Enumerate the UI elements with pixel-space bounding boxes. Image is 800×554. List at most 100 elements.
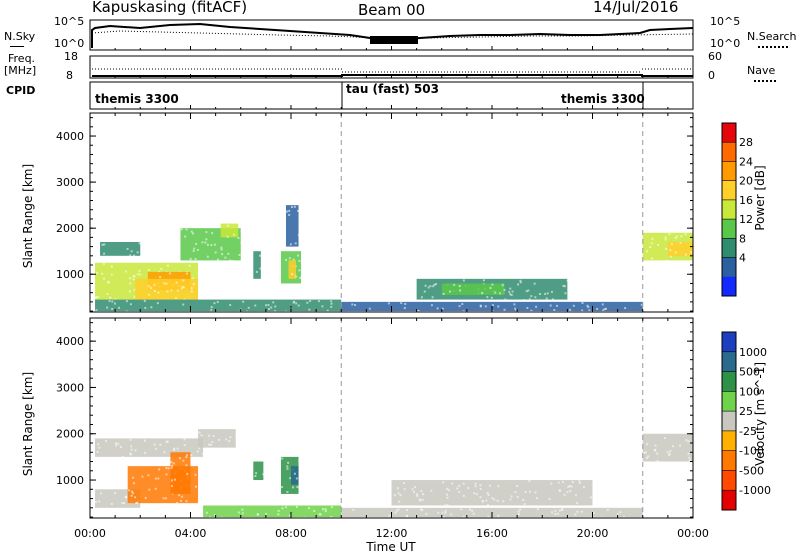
velocity-speckle (517, 513, 520, 516)
velocity-speckle (281, 507, 284, 510)
velocity-speckle (643, 451, 646, 454)
power-speckle (649, 245, 652, 248)
power-speckle (165, 282, 168, 285)
beam-label: Beam 00 (358, 1, 426, 19)
velocity-speckle (557, 481, 560, 484)
power-speckle (128, 290, 131, 293)
power-speckle (227, 252, 230, 255)
velocity-speckle (295, 505, 298, 508)
power-speckle (351, 303, 354, 306)
velocity-colorbar-tick-label: -500 (739, 464, 764, 477)
power-speckle (640, 303, 643, 306)
velocity-speckle (197, 501, 200, 504)
velocity-colorbar-tick-label: 500 (739, 366, 760, 379)
power-speckle (240, 241, 243, 244)
power-speckle (387, 302, 390, 305)
power-speckle (258, 254, 261, 257)
velocity-speckle (394, 511, 397, 514)
velocity-speckle (668, 454, 671, 457)
velocity-speckle (406, 509, 409, 512)
power-speckle (427, 286, 430, 289)
velocity-speckle (148, 488, 151, 491)
velocity-patch (203, 505, 342, 518)
power-speckle (674, 237, 677, 240)
velocity-patch (170, 452, 191, 494)
power-speckle (238, 253, 241, 256)
velocity-speckle (481, 500, 484, 503)
power-colorbar-segment (722, 123, 736, 143)
power-speckle (210, 306, 213, 309)
power-speckle (242, 300, 245, 303)
velocity-speckle (583, 486, 586, 489)
power-speckle (490, 296, 493, 299)
power-speckle (602, 309, 605, 312)
nsearch-tick-top: 10^5 (710, 15, 741, 28)
velocity-colorbar-segment (722, 351, 736, 373)
power-colorbar-segment (722, 142, 736, 162)
power-speckle (549, 304, 552, 307)
velocity-speckle (229, 436, 232, 439)
velocity-speckle (563, 493, 566, 496)
x-tick-label: 12:00 (376, 527, 408, 540)
x-tick-label: 08:00 (275, 527, 307, 540)
velocity-speckle (324, 510, 327, 513)
velocity-speckle (487, 503, 490, 506)
power-colorbar-tick-label: 28 (739, 136, 753, 149)
velocity-speckle (447, 489, 450, 492)
velocity-speckle (446, 496, 449, 499)
velocity-speckle (420, 508, 423, 511)
velocity-speckle (411, 488, 414, 491)
power-speckle (214, 251, 217, 254)
velocity-speckle (277, 509, 280, 512)
velocity-speckle (462, 494, 465, 497)
velocity-speckle (281, 486, 284, 489)
power-speckle (193, 247, 196, 250)
power-speckle (237, 237, 240, 240)
power-speckle (306, 301, 309, 304)
velocity-speckle (538, 505, 541, 508)
power-colorbar-frame (721, 122, 737, 297)
power-y-tick-label: 3000 (56, 176, 84, 189)
velocity-speckle (471, 509, 474, 512)
power-speckle (651, 237, 654, 240)
velocity-speckle (445, 493, 448, 496)
velocity-speckle (479, 496, 482, 499)
power-speckle (675, 235, 678, 238)
power-speckle (106, 292, 109, 295)
power-speckle (657, 243, 660, 246)
velocity-speckle (570, 485, 573, 488)
power-speckle (664, 238, 667, 241)
power-speckle (581, 301, 584, 304)
power-speckle (297, 304, 300, 307)
velocity-patch (291, 466, 299, 485)
date-label: 14/Jul/2016 (593, 0, 679, 16)
power-speckle (133, 254, 136, 257)
velocity-speckle (170, 485, 173, 488)
velocity-speckle (96, 451, 99, 454)
velocity-speckle (578, 480, 581, 483)
velocity-speckle (497, 514, 500, 517)
power-speckle (159, 276, 162, 279)
power-speckle (97, 295, 100, 298)
velocity-speckle (164, 503, 167, 506)
velocity-speckle (472, 512, 475, 515)
power-speckle (189, 258, 192, 261)
power-speckle (295, 302, 298, 305)
velocity-speckle (403, 482, 406, 485)
velocity-speckle (442, 515, 445, 518)
power-speckle (166, 290, 169, 293)
power-speckle (420, 296, 423, 299)
power-speckle (132, 275, 135, 278)
power-speckle (220, 248, 223, 251)
velocity-speckle (502, 500, 505, 503)
velocity-speckle (487, 493, 490, 496)
power-speckle (136, 251, 139, 254)
velocity-speckle (462, 515, 465, 518)
power-speckle (204, 241, 207, 244)
power-speckle (517, 283, 520, 286)
velocity-speckle (669, 450, 672, 453)
power-speckle (555, 304, 558, 307)
power-speckle (603, 308, 606, 311)
velocity-speckle (656, 460, 659, 463)
velocity-speckle (566, 491, 569, 494)
